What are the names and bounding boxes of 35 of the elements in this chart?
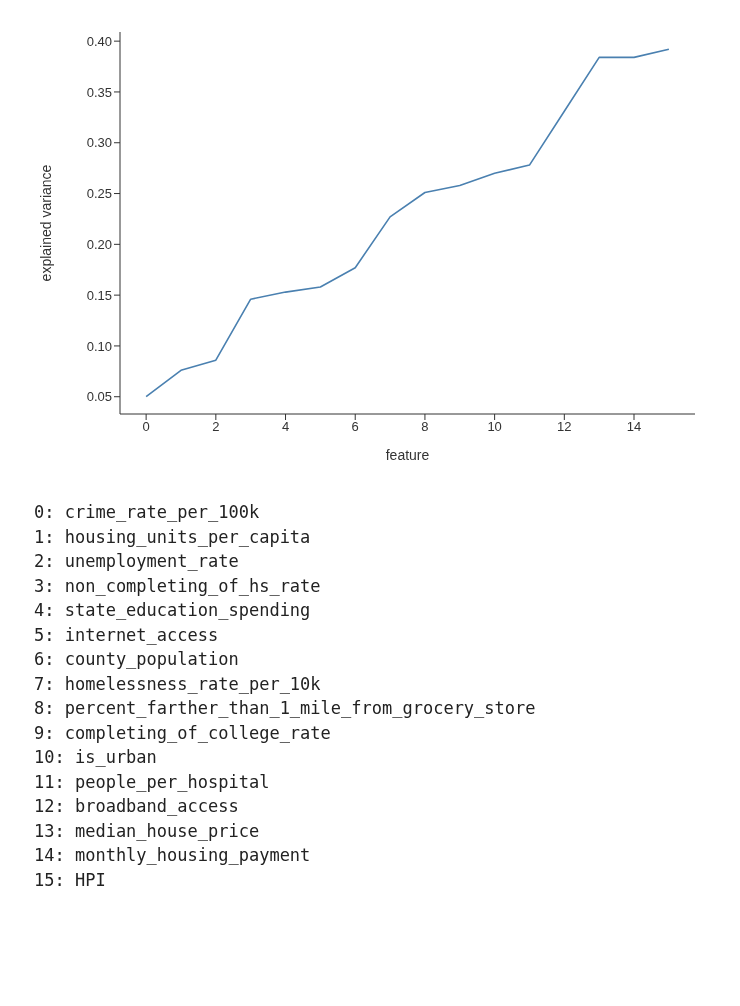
x-tick-label: 8 [421, 419, 429, 435]
text: 10: is_urban [34, 746, 158, 769]
text: 9: completing_of_college_rate [34, 721, 332, 745]
text: 5: internet_access [34, 623, 220, 647]
text: 14: monthly_housing_payment [34, 844, 312, 867]
y-tick-label: 0.35 [86, 84, 112, 100]
text: 3: non_completing_of_hs_rate [34, 574, 322, 598]
text: 7: homelessness_rate_per_10k [34, 672, 322, 696]
text: 15: HPI [34, 868, 107, 892]
text: 13: median_house_price [34, 819, 261, 843]
x-tick-label: 6 [351, 419, 359, 435]
line-series [145, 48, 670, 398]
text: 6: county_population [34, 648, 240, 671]
y-tick-label: 0.30 [86, 135, 112, 151]
text: 8: percent_farther_than_1_mile_from_grocery_store [34, 697, 537, 720]
x-tick-label: 12 [557, 419, 572, 435]
x-tick-label: 10 [487, 419, 502, 435]
text: 11: people_per_hospital [34, 770, 271, 794]
y-axis-title: explained variance [37, 164, 54, 282]
x-tick-label: 0 [142, 419, 150, 435]
y-tick-label: 0.20 [86, 236, 112, 252]
x-tick-label: 2 [212, 419, 220, 435]
y-tick-label: 0.40 [86, 33, 112, 49]
y-tick-label: 0.25 [86, 186, 112, 202]
text: 4: state_education_spending [34, 599, 312, 622]
text: 0: crime_rate_per_100k [34, 501, 261, 524]
text: 2: unemployment_rate [34, 550, 240, 573]
text: 1: housing_units_per_capita [34, 525, 312, 549]
y-tick-label: 0.10 [86, 338, 112, 354]
x-tick-label: 4 [281, 419, 290, 435]
x-tick-label: 14 [626, 419, 642, 435]
y-tick-label: 0.05 [86, 389, 112, 405]
y-tick-label: 0.15 [86, 287, 112, 303]
x-axis-title: feature [385, 447, 430, 463]
text: 12: broadband_access [34, 795, 240, 818]
